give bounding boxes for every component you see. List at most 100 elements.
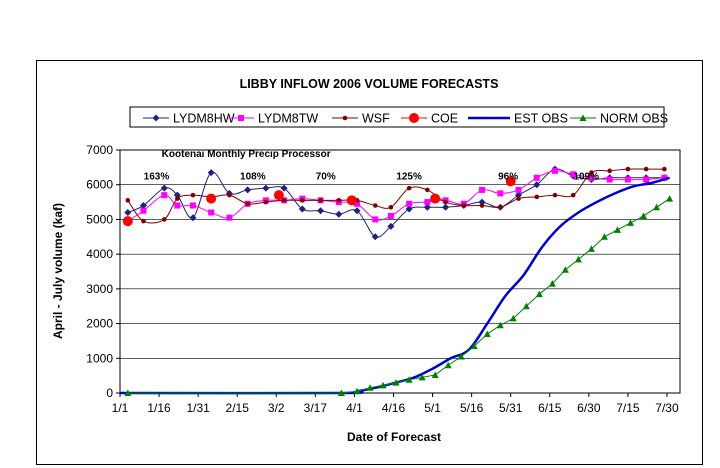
data-point-lydm8hw bbox=[478, 198, 486, 206]
legend-label: EST OBS bbox=[514, 112, 568, 126]
data-point-coe bbox=[346, 195, 357, 206]
data-point-lydm8tw bbox=[424, 199, 431, 206]
legend-entry-norm-obs: NORM OBS bbox=[570, 112, 668, 126]
data-point-norm-obs bbox=[653, 203, 661, 211]
plot-area bbox=[119, 149, 681, 394]
data-point-wsf bbox=[425, 187, 430, 193]
data-point-lydm8hw bbox=[189, 214, 197, 222]
data-point-lydm8tw bbox=[588, 174, 595, 181]
data-point-lydm8tw bbox=[140, 207, 147, 214]
x-tick-label: 4/16 bbox=[382, 401, 406, 415]
legend-swatch-marker bbox=[409, 113, 419, 123]
series-coe bbox=[122, 176, 516, 227]
data-point-norm-obs bbox=[496, 321, 504, 329]
data-point-norm-obs bbox=[405, 376, 413, 383]
series-line-est-obs bbox=[119, 176, 670, 395]
data-point-lydm8tw bbox=[570, 171, 577, 178]
y-tick-label: 6000 bbox=[86, 178, 113, 192]
data-point-wsf bbox=[161, 217, 167, 222]
chart-frame: LIBBY INFLOW 2006 VOLUME FORECASTS LYDM8… bbox=[36, 60, 703, 465]
y-tick-label: 2000 bbox=[86, 317, 113, 331]
series-layer bbox=[119, 165, 674, 396]
legend-entry-coe: COE bbox=[401, 112, 458, 126]
data-point-wsf bbox=[479, 203, 485, 208]
data-point-norm-obs bbox=[548, 280, 556, 287]
x-tick-label: 1/16 bbox=[147, 401, 171, 415]
annotation-processor-label: Kootenai Monthly Precip Processor bbox=[162, 149, 331, 160]
legend-swatch-marker bbox=[152, 114, 160, 122]
data-point-norm-obs bbox=[535, 290, 543, 298]
series-est-obs bbox=[119, 176, 670, 395]
legend-box bbox=[129, 106, 665, 128]
data-point-lydm8hw bbox=[335, 210, 343, 218]
data-point-lydm8hw bbox=[139, 202, 147, 210]
data-point-wsf bbox=[372, 203, 378, 208]
y-tick-label: 4000 bbox=[86, 247, 113, 261]
y-tick-label: 0 bbox=[106, 386, 113, 400]
data-point-norm-obs bbox=[124, 389, 132, 396]
data-point-norm-obs bbox=[640, 212, 648, 219]
x-axis-ticks: 1/1 1/16 1/31 2/15 3/2 3/17 4/1 4/16 5/1 5/16 5/31… bbox=[112, 393, 679, 415]
annotation-percent: 163% bbox=[144, 172, 170, 183]
x-tick-label: 7/15 bbox=[616, 401, 640, 415]
x-tick-label: 6/15 bbox=[538, 401, 562, 415]
data-point-lydm8tw bbox=[661, 174, 668, 181]
x-axis-title: Date of Forecast bbox=[347, 430, 441, 444]
data-point-lydm8tw bbox=[372, 216, 379, 223]
data-point-wsf bbox=[388, 204, 394, 210]
data-point-norm-obs bbox=[444, 361, 452, 369]
data-point-wsf bbox=[263, 199, 269, 205]
annotation-percent: 96% bbox=[498, 172, 518, 183]
annotation-percent: 125% bbox=[396, 172, 422, 183]
data-point-norm-obs bbox=[666, 195, 674, 202]
data-point-lydm8tw bbox=[515, 186, 522, 193]
data-point-coe bbox=[122, 216, 133, 227]
legend-label: COE bbox=[431, 112, 458, 126]
data-point-wsf bbox=[643, 166, 649, 172]
data-point-lydm8tw bbox=[208, 209, 215, 216]
data-point-norm-obs bbox=[600, 233, 608, 240]
data-point-norm-obs bbox=[522, 302, 530, 310]
data-point-coe bbox=[430, 193, 441, 204]
data-point-coe bbox=[206, 193, 217, 204]
data-point-norm-obs bbox=[561, 266, 569, 273]
grid-lines bbox=[120, 184, 680, 359]
data-point-lydm8hw bbox=[387, 222, 395, 230]
data-point-lydm8hw bbox=[262, 184, 270, 192]
data-point-norm-obs bbox=[574, 255, 582, 263]
y-tick-label: 1000 bbox=[86, 351, 113, 365]
x-tick-label: 1/31 bbox=[186, 401, 210, 415]
data-point-lydm8tw bbox=[354, 200, 361, 207]
data-point-wsf bbox=[406, 185, 412, 191]
annotation-percent: 70% bbox=[316, 172, 336, 183]
legend-label: NORM OBS bbox=[600, 112, 668, 126]
data-point-wsf bbox=[516, 196, 521, 201]
data-point-norm-obs bbox=[470, 342, 478, 350]
data-point-wsf bbox=[300, 198, 305, 203]
data-point-lydm8hw bbox=[533, 181, 541, 189]
data-point-lydm8tw bbox=[551, 167, 558, 174]
data-point-lydm8tw bbox=[606, 176, 613, 183]
data-point-lydm8hw bbox=[160, 184, 168, 192]
annotations: Kootenai Monthly Precip Processor 163% 108… bbox=[144, 149, 599, 183]
data-point-norm-obs bbox=[337, 389, 345, 396]
y-tick-label: 3000 bbox=[86, 282, 113, 296]
data-point-lydm8hw bbox=[442, 203, 450, 211]
legend-swatch-marker bbox=[579, 114, 587, 121]
data-point-lydm8hw bbox=[423, 203, 431, 211]
chart-svg: LIBBY INFLOW 2006 VOLUME FORECASTS LYDM8… bbox=[51, 77, 681, 444]
data-point-lydm8hw bbox=[317, 207, 325, 215]
legend-label: LYDM8TW bbox=[258, 112, 318, 126]
annotation-percent: 108% bbox=[240, 172, 266, 183]
data-point-norm-obs bbox=[353, 387, 361, 395]
data-point-norm-obs bbox=[483, 330, 491, 337]
data-point-norm-obs bbox=[431, 371, 439, 378]
data-point-norm-obs bbox=[392, 379, 400, 386]
data-point-lydm8hw bbox=[207, 169, 215, 177]
legend-entry-lydm8hw: LYDM8HW bbox=[143, 112, 235, 126]
data-point-wsf bbox=[318, 198, 323, 203]
x-tick-label: 6/30 bbox=[577, 401, 601, 415]
data-point-lydm8tw bbox=[533, 174, 540, 181]
data-point-lydm8hw bbox=[280, 184, 288, 192]
legend-label: WSF bbox=[362, 112, 390, 126]
